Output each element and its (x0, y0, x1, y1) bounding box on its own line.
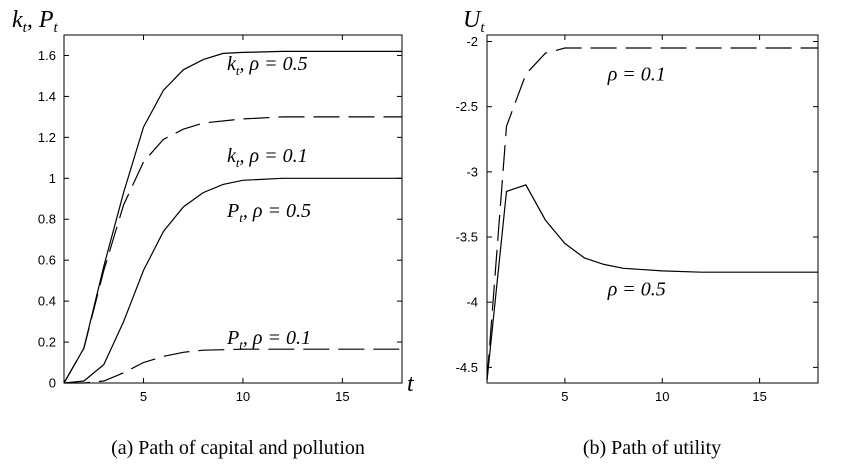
series-annotation-1: ρ = 0.1 (607, 64, 666, 86)
y-tick-label: 1.2 (38, 130, 56, 145)
x-tick-label: 15 (335, 389, 349, 404)
series-line-3 (63, 177, 402, 384)
x-tick-label: 10 (655, 389, 669, 404)
y-tick-label: -4 (466, 295, 478, 310)
series-annotation-2: ρ = 0.5 (607, 279, 666, 301)
y-tick-label: 0.4 (38, 294, 56, 309)
plot-frame (486, 34, 819, 384)
y-tick-label: 0.6 (38, 253, 56, 268)
y-tick-label: -2 (466, 34, 478, 49)
series-line-1 (486, 47, 818, 381)
series-line-2 (486, 184, 818, 381)
series-annotation-4: Pt​, ρ = 0.1 (226, 327, 311, 352)
y-tick-label: 1 (49, 171, 56, 186)
x-axis-label: t (407, 371, 415, 397)
panel-caption: (b) Path of utility (583, 437, 721, 459)
series-annotation-2: kt​, ρ = 0.1 (227, 145, 308, 170)
y-tick-label: -3.5 (456, 230, 478, 245)
plot-frame (63, 34, 403, 384)
chart-panel-b: 5 10 15 -2 -2.5 -3 -3.5 -4 -4.5 ρ = 0.1 ρ = 0.5 Ut​… (456, 7, 819, 459)
y-tick-label: -4.5 (456, 360, 478, 375)
panel-caption: (a) Path of capital and pollution (111, 437, 365, 459)
y-tick-label: 0.8 (38, 212, 56, 227)
x-tick-label: 15 (752, 389, 766, 404)
y-tick-label: 0 (49, 376, 56, 391)
y-tick-label: -3 (466, 164, 478, 179)
y-tick-label: 1.6 (38, 48, 56, 63)
series-line-1 (63, 50, 402, 384)
x-tick-label: 5 (140, 389, 147, 404)
x-tick-label: 5 (561, 389, 568, 404)
x-tick-label: 10 (236, 389, 250, 404)
y-axis-label: Ut​ (463, 7, 485, 36)
series-annotation-1: kt​, ρ = 0.5 (227, 53, 308, 78)
y-tick-label: 1.4 (38, 89, 56, 104)
y-tick-label: -2.5 (456, 99, 478, 114)
series-line-4 (64, 348, 402, 384)
series-annotation-3: Pt​, ρ = 0.5 (226, 200, 311, 225)
series-line-2 (63, 116, 402, 384)
chart-panel-a: 5 10 15 0 0.2 0.4 0.6 0.8 1 1.2 1.4 1.6 kt​, ρ = 0.5… (12, 7, 415, 459)
y-tick-label: 0.2 (38, 335, 56, 350)
y-axis-label: kt​, Pt​ (12, 7, 59, 36)
